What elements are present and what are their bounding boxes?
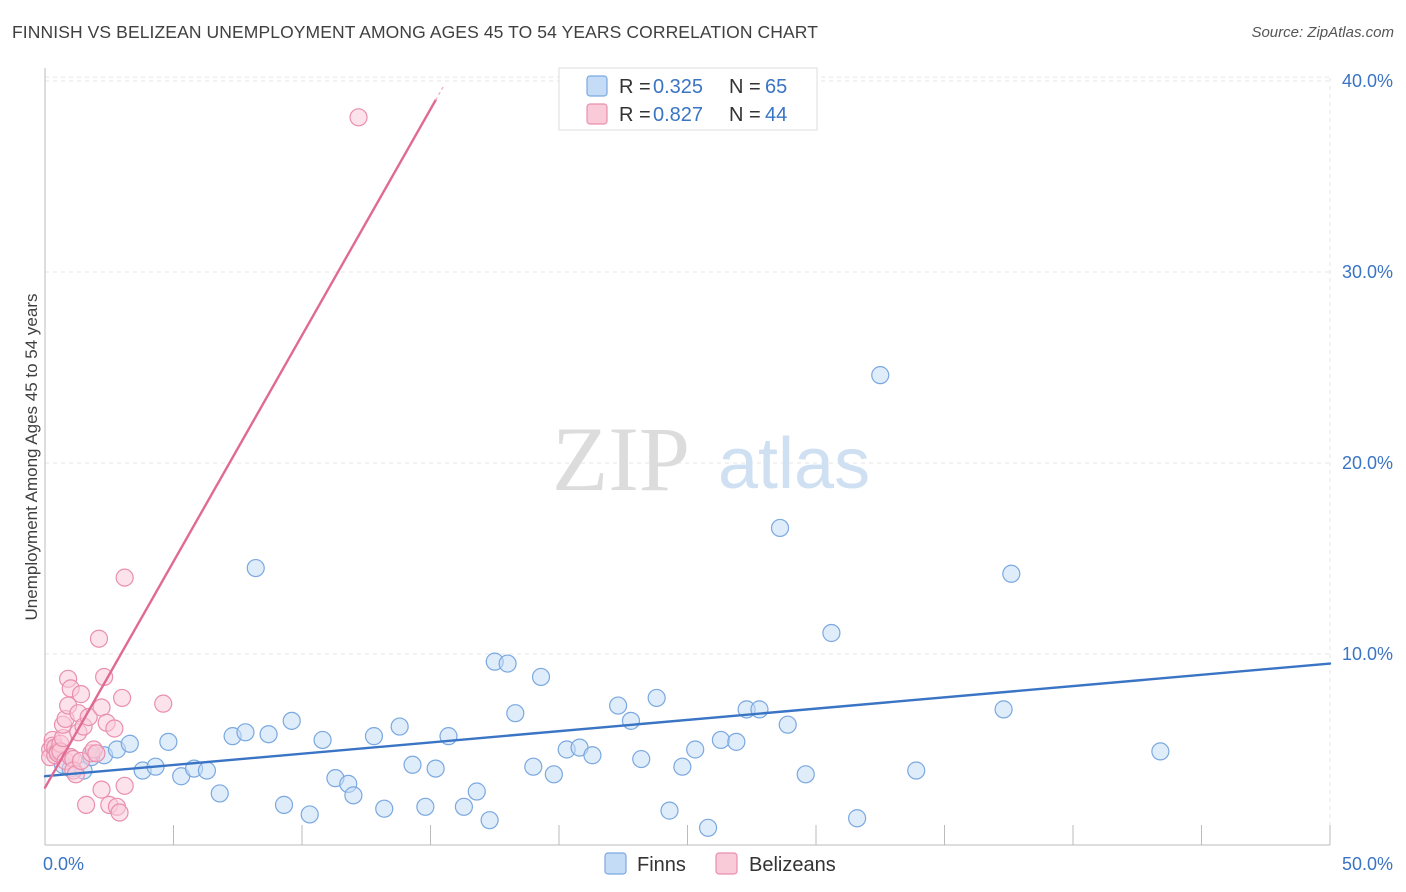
finns-point [480,811,499,830]
belizeans-point [92,780,111,799]
y-tick-label: 30.0% [1342,262,1393,282]
belizeans-point [110,803,129,822]
finns-point [403,755,422,774]
legend-r-label-belizeans: R = [619,104,651,126]
belizeans-point [349,108,368,127]
finns-point [621,711,641,730]
finns-point [259,725,278,744]
finns-point [778,715,797,734]
watermark-zip: ZIP [552,408,690,510]
legend-n-value-belizeans: 44 [765,104,787,126]
finns-point [236,723,255,742]
finns-point [197,761,217,780]
finns-point [1151,742,1170,761]
finns-point [246,558,265,578]
finns-point [994,700,1013,719]
legend-r-value-finns: 0.325 [653,76,703,98]
belizeans-point [112,688,132,708]
legend-n-value-finns: 65 [765,76,787,98]
finns-point [498,654,517,673]
source-label: Source: ZipAtlas.com [1251,24,1394,41]
finns-point [344,786,363,805]
belizeans-point [87,744,106,763]
legend-r-label-finns: R = [619,76,651,98]
finns-point [632,749,651,769]
finns-point [711,730,731,750]
legend-top: R = 0.325 N = 65 R = 0.827 N = 44 [558,67,818,131]
belizeans-trend-line [43,98,437,789]
belizeans-point [77,795,96,814]
finns-point [1002,564,1021,583]
finns-point [531,667,551,687]
finns-point [727,732,746,751]
finns-point [282,711,301,730]
belizeans-point [92,698,111,717]
watermark-atlas: atlas [718,424,870,504]
legend-bottom-label-belizeans: Belizeans [749,854,836,876]
finns-point [524,757,543,776]
axes [44,68,1331,846]
x-tick-label: 50.0% [1342,854,1393,874]
finns-point [822,623,841,643]
belizeans-point [105,719,124,738]
legend-swatch-finns [586,75,608,97]
legend-bottom-label-finns: Finns [637,854,686,876]
finns-point [660,801,679,820]
legend-bottom: Finns Belizeans [604,852,836,876]
finns-point [647,688,666,708]
finns-point [673,757,692,776]
belizeans-point [89,629,109,648]
finns-point [907,761,926,780]
finns-point [426,759,445,778]
y-tick-label: 40.0% [1342,71,1393,91]
finns-point [120,734,139,753]
belizeans-point [115,776,134,795]
legend-swatch-belizeans [586,103,608,125]
legend-bottom-swatch-finns [604,852,627,875]
y-axis-title: Unemployment Among Ages 45 to 54 years [22,294,41,621]
finns-point [871,366,890,385]
finns-point [416,797,435,816]
finns-point [313,730,332,750]
finns-point [544,765,563,784]
x-tick-label: 0.0% [43,854,84,874]
finns-point [454,797,474,816]
legend-r-value-belizeans: 0.827 [653,104,703,126]
finns-point [770,518,790,538]
data-points [41,108,1170,837]
finns-point [467,782,486,801]
finns-point [506,704,525,723]
y-tick-label: 20.0% [1342,453,1393,473]
belizeans-point [71,685,91,704]
y-tick-label: 10.0% [1342,644,1393,664]
finns-point [159,732,178,751]
finns-point [796,765,815,784]
finns-point [609,696,628,715]
chart-title: FINNISH VS BELIZEAN UNEMPLOYMENT AMONG A… [12,22,819,42]
finns-point [583,746,602,765]
finns-point [750,700,769,719]
finns-point [686,740,705,759]
legend-n-label-finns: N = [729,76,761,98]
belizeans-point [115,568,134,587]
finns-point [300,805,319,824]
trend-lines [43,86,1332,789]
finns-trend-line [43,662,1332,778]
finns-point [210,784,229,803]
watermark: ZIP atlas [552,408,870,510]
finns-point [274,795,294,814]
belizeans-point [154,694,173,713]
finns-point [698,818,718,837]
tick-labels: 10.0% 20.0% 30.0% 40.0% 0.0% 50.0% [43,71,1393,874]
finns-point [848,809,867,828]
legend-n-label-belizeans: N = [729,104,761,126]
finns-point [375,799,394,818]
finns-point [390,717,409,736]
legend-bottom-swatch-belizeans [715,852,738,875]
belizeans-trend-extension [434,86,445,101]
finns-point [364,727,384,746]
